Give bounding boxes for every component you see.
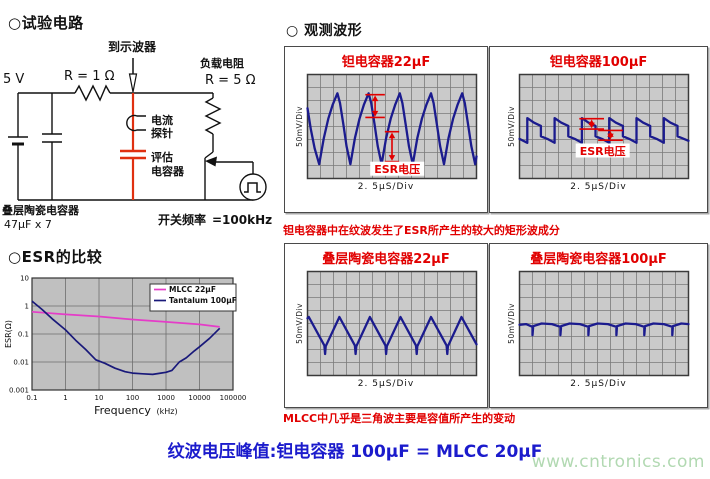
label-switching-freq: 开关频率: [158, 212, 206, 227]
load-resistor-symbol: [204, 97, 222, 135]
y-tick-label: 0.1: [18, 331, 29, 339]
section-title-test-circuit: ○试验电路: [8, 14, 84, 32]
waveform-trace: [305, 315, 478, 356]
label-eval-cap-1: 评估: [151, 150, 173, 164]
label-input-cap-2: 47μF x 7: [4, 218, 52, 231]
scope-vertical-scale-label: 50mV/Div: [507, 106, 516, 147]
legend-entry-label: Tantalum 100μF: [169, 296, 237, 305]
arrowhead-down-icon: [371, 110, 378, 117]
test-circuit-diagram: 到示波器 5 V R = 1 Ω 负载电阻 R = 5 Ω 电流 探针 评估 电…: [2, 39, 272, 231]
label-switching-freq-value: =100kHz: [212, 213, 272, 227]
oscilloscope-screen: [518, 270, 690, 377]
esr-voltage-label: ESR电压: [374, 162, 420, 176]
current-probe-icon: [126, 114, 146, 132]
scope-title: 钽电容器100μF: [549, 55, 648, 70]
x-tick-label: 0.1: [26, 394, 37, 402]
chart-series-mlcc-22μf: [31, 310, 220, 328]
x-tick-label: 1000: [157, 394, 175, 402]
chart-legend-box: [149, 283, 237, 312]
pulse-wave-glyph: [244, 182, 261, 193]
label-input-cap-1: 叠层陶瓷电容器: [2, 203, 80, 217]
scope-time-scale-label: 2. 5μS/Div: [357, 379, 415, 389]
x-tick-label: 100: [126, 394, 139, 402]
x-tick-label: 1: [63, 394, 67, 402]
scope-title: 钽电容器22μF: [341, 55, 431, 70]
x-axis-title: Frequency: [94, 404, 151, 417]
y-tick-label: 1: [25, 303, 29, 311]
pulse-generator-icon: [239, 173, 267, 201]
conclusion-text: 纹波电压峰值:钽电容器 100μF = MLCC 20μF: [167, 442, 543, 462]
section-title-esr: ○ESR的比较: [8, 248, 103, 266]
eval-capacitor-symbol: [120, 149, 146, 160]
label-series-resistor: R = 1 Ω: [64, 69, 115, 84]
label-load-resistor-value: R = 5 Ω: [205, 73, 256, 88]
oscilloscope-screen: ESR电压: [518, 73, 690, 180]
scope-panel-tantalum-22uf: 钽电容器22μF 50mV/Div ESR电压 2. 5μS/Div: [284, 46, 488, 213]
x-tick-label: 10000: [188, 394, 210, 402]
series-resistor-symbol: [74, 84, 111, 102]
scope-panel-mlcc-22uf: 叠层陶瓷电容器22μF 50mV/Div 2. 5μS/Div: [284, 243, 488, 408]
scope-title: 叠层陶瓷电容器22μF: [322, 252, 450, 267]
scope-panel-mlcc-100uf: 叠层陶瓷电容器100μF 50mV/Div 2. 5μS/Div: [489, 243, 708, 408]
gate-wire: [214, 161, 254, 174]
y-tick-label: 0.001: [9, 387, 29, 395]
scope-vertical-scale-label: 50mV/Div: [294, 303, 304, 344]
label-current-probe-1: 电流: [151, 113, 173, 127]
scope-border: [518, 73, 690, 180]
label-current-probe-2: 探针: [151, 126, 173, 140]
scope-vertical-scale-label: 50mV/Div: [507, 303, 516, 344]
esr-voltage-label: ESR电压: [580, 144, 626, 158]
scope-title: 叠层陶瓷电容器100μF: [530, 252, 667, 267]
scope-vertical-scale-label: 50mV/Div: [294, 106, 304, 147]
scope-time-scale-label: 2. 5μS/Div: [570, 182, 627, 192]
scope-panel-tantalum-100uf: 钽电容器100μF 50mV/Div ESR电压 2. 5μS/Div: [489, 46, 708, 213]
label-eval-cap-2: 电容器: [151, 164, 185, 178]
waveform-trace: [305, 92, 478, 166]
arrowhead-down-icon: [388, 155, 395, 161]
waveform-trace: [518, 322, 690, 337]
tantalum-note: 钽电容器中在纹波发生了ESR所产生的较大的矩形波成分: [283, 224, 560, 237]
switch-arrow-icon: [205, 156, 217, 167]
probe-tip-icon: [128, 73, 138, 93]
oscilloscope-screen: [305, 270, 478, 377]
label-supply-voltage: 5 V: [3, 72, 24, 87]
input-capacitor-symbol: [42, 133, 62, 143]
arrowhead-down-icon: [588, 122, 595, 129]
y-axis-title: ESR(Ω): [4, 320, 13, 348]
oscilloscope-screen: ESR电压: [305, 73, 478, 180]
esr-label-backing: [575, 143, 630, 158]
x-tick-label: 100000: [220, 394, 247, 402]
legend-entry-label: MLCC 22μF: [169, 285, 216, 294]
label-to-oscilloscope: 到示波器: [108, 39, 157, 54]
x-axis-unit: (kHz): [157, 407, 178, 416]
arrowhead-down-icon: [607, 133, 614, 140]
scope-border: [306, 270, 477, 377]
scope-time-scale-label: 2. 5μS/Div: [357, 182, 415, 192]
scope-time-scale-label: 2. 5μS/Div: [570, 379, 627, 389]
mlcc-note: MLCC中几乎是三角波主要是容值所产生的变动: [283, 412, 516, 425]
chart-series-tantalum-100μf: [31, 300, 221, 376]
arrowhead-up-icon: [371, 95, 378, 102]
x-tick-label: 10: [95, 394, 104, 402]
label-load-resistor: 负载电阻: [200, 56, 244, 70]
chart-plot-border: [31, 277, 234, 391]
watermark-text: www.cntronics.com: [531, 452, 705, 472]
section-title-waveforms: ○ 观测波形: [286, 23, 363, 39]
y-tick-label: 0.01: [13, 359, 29, 367]
scope-border: [306, 73, 477, 180]
circuit-wires: [17, 92, 253, 201]
esr-label-backing: [369, 161, 424, 176]
arrowhead-up-icon: [388, 132, 395, 139]
y-tick-label: 10: [20, 275, 29, 283]
